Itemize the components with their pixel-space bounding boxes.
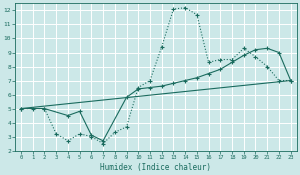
- X-axis label: Humidex (Indice chaleur): Humidex (Indice chaleur): [100, 163, 211, 172]
